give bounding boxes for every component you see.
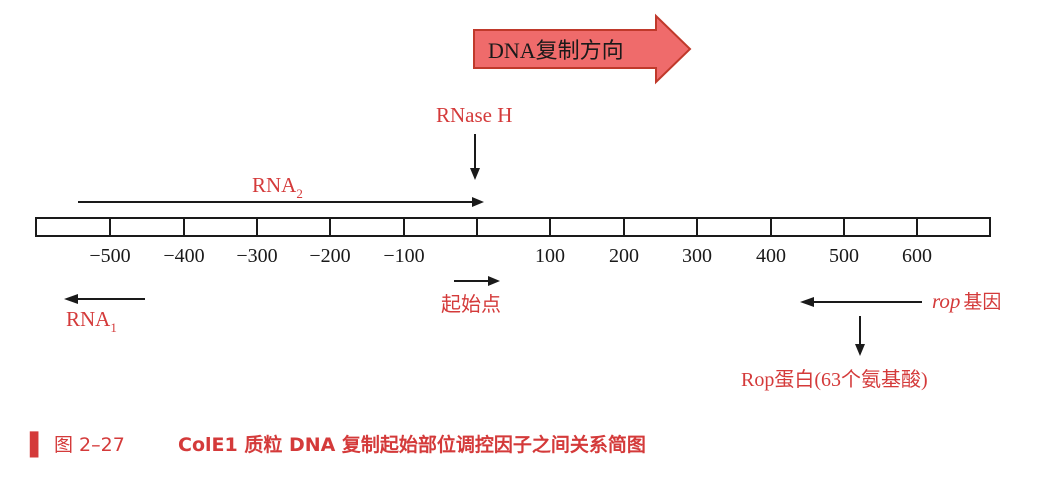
origin-label: 起始点 (441, 292, 501, 316)
axis-tick-label: −400 (163, 245, 204, 267)
rnase-h-arrow (470, 134, 480, 180)
replication-direction-arrow: DNA复制方向 (473, 13, 692, 85)
origin-arrow (454, 276, 500, 286)
axis-tick-label: 200 (609, 245, 639, 267)
rop-protein-label: Rop蛋白(63个氨基酸) (741, 368, 928, 391)
axis-tick-label: −100 (383, 245, 424, 267)
figure-caption: ▌ 图 2–27 ColE1 质粒 DNA 复制起始部位调控因子之间关系简图 (29, 431, 646, 458)
rop-protein-arrow (855, 316, 865, 356)
axis-tick-label: −300 (236, 245, 277, 267)
axis-tick-label: 400 (756, 245, 786, 267)
axis-tick-label: 600 (902, 245, 932, 267)
axis-tick-label: 100 (535, 245, 565, 267)
rna2-arrow (78, 197, 484, 207)
axis-tick-label: −500 (89, 245, 130, 267)
rop-gene-arrow (800, 297, 922, 307)
axis-tick-label: 500 (829, 245, 859, 267)
rna1-arrow (64, 294, 145, 304)
rna1-label: RNA1 (66, 307, 117, 335)
rnase-h-label: RNase H (436, 103, 512, 127)
rop-gene-label: rop 基因 (932, 289, 1001, 313)
ruler-dividers (109, 218, 918, 236)
axis-tick-label: −200 (309, 245, 350, 267)
rna2-label: RNA2 (252, 173, 303, 201)
caption-marker: ▌ (29, 431, 47, 458)
dna-ruler (35, 217, 991, 237)
axis-tick-label: 300 (682, 245, 712, 267)
caption-text: ColE1 质粒 DNA 复制起始部位调控因子之间关系简图 (178, 433, 646, 456)
axis-tick-labels: −500 −400 −300 −200 −100 100 200 300 400 500 600 (89, 245, 932, 267)
direction-banner-label: DNA复制方向 (488, 38, 624, 63)
caption-figure-number: 图 2–27 (54, 434, 125, 456)
